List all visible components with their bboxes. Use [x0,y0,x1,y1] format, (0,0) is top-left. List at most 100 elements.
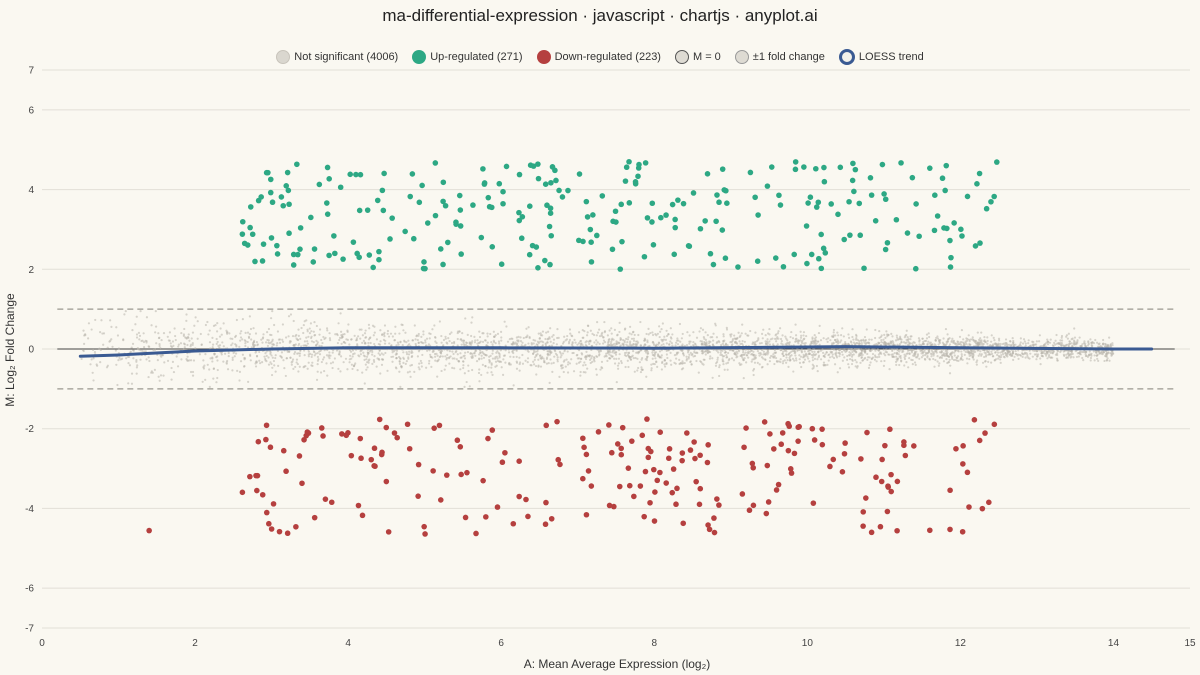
point-not-significant [1019,337,1022,340]
point-not-significant [918,343,921,346]
point-up-regulated [752,194,758,201]
point-not-significant [704,331,707,334]
point-not-significant [110,325,113,328]
point-not-significant [383,331,386,334]
point-not-significant [972,358,975,361]
point-not-significant [1062,353,1065,356]
point-not-significant [704,338,708,341]
point-not-significant [352,364,356,368]
point-not-significant [1046,338,1049,341]
point-not-significant [431,350,434,353]
point-not-significant [692,355,695,358]
point-not-significant [1085,354,1088,357]
point-not-significant [1032,343,1035,346]
point-not-significant [638,361,641,364]
point-not-significant [962,338,965,341]
point-not-significant [1082,342,1086,345]
point-not-significant [915,344,918,347]
point-up-regulated [424,220,431,226]
point-up-regulated [316,181,323,188]
point-down-regulated [480,477,486,484]
point-up-regulated [252,258,258,265]
point-not-significant [679,362,682,365]
point-down-regulated [959,528,966,535]
point-not-significant [613,357,616,360]
point-not-significant [757,352,761,355]
point-not-significant [276,330,280,333]
point-not-significant [595,339,598,342]
point-not-significant [923,350,926,353]
point-not-significant [631,354,634,357]
point-up-regulated [324,211,331,217]
point-not-significant [975,363,978,366]
point-not-significant [276,342,279,345]
loess-line [78,345,1154,358]
point-not-significant [369,336,372,339]
legend-item-down[interactable]: Down-regulated (223) [536,49,661,65]
point-not-significant [841,327,844,330]
point-not-significant [613,328,616,331]
point-not-significant [805,334,808,338]
legend-item-m0[interactable]: M = 0 [674,49,721,65]
point-not-significant [470,355,473,358]
point-up-regulated [458,251,464,257]
point-not-significant [314,352,317,355]
point-not-significant [839,341,842,344]
point-not-significant [859,361,862,364]
point-not-significant [159,374,163,377]
point-not-significant [650,363,653,366]
point-up-regulated [326,175,332,182]
point-not-significant [448,350,451,353]
legend-item-fold[interactable]: ±1 fold change [734,49,825,65]
point-not-significant [910,351,914,354]
point-down-regulated [457,443,464,450]
point-up-regulated [943,162,950,169]
point-not-significant [180,358,183,361]
point-not-significant [986,342,989,345]
point-up-regulated [828,201,835,207]
point-not-significant [571,342,574,345]
point-not-significant [1090,341,1093,345]
point-not-significant [986,336,989,339]
point-not-significant [747,350,750,353]
point-up-regulated [247,224,253,231]
point-not-significant [1041,354,1044,357]
point-not-significant [296,362,299,366]
point-not-significant [461,332,464,335]
point-not-significant [812,366,815,369]
point-not-significant [534,339,537,342]
point-not-significant [647,327,650,330]
point-not-significant [882,348,885,351]
point-not-significant [1104,345,1107,348]
point-not-significant [235,344,238,347]
point-not-significant [810,340,813,343]
point-not-significant [847,366,851,369]
point-not-significant [822,337,825,340]
point-not-significant [900,341,903,344]
point-up-regulated [456,192,463,199]
point-not-significant [492,339,495,342]
point-not-significant [359,350,362,353]
point-not-significant [884,336,887,340]
point-not-significant [402,361,405,364]
point-not-significant [799,343,803,347]
point-not-significant [741,344,745,347]
point-down-regulated [543,422,550,429]
legend-item-loess[interactable]: LOESS trend [838,49,924,65]
point-not-significant [790,354,793,357]
point-not-significant [1009,340,1012,343]
point-not-significant [802,342,806,345]
point-not-significant [457,360,460,363]
point-not-significant [287,315,291,318]
point-down-regulated [606,502,613,509]
point-not-significant [344,357,348,360]
point-not-significant [595,368,598,371]
legend-item-not-significant[interactable]: Not significant (4006) [276,49,398,65]
point-down-regulated [516,458,522,465]
point-not-significant [373,331,376,334]
point-down-regulated [483,514,489,520]
legend-item-up[interactable]: Up-regulated (271) [412,49,523,65]
point-not-significant [622,344,625,347]
point-not-significant [761,337,764,340]
point-not-significant [435,341,438,345]
